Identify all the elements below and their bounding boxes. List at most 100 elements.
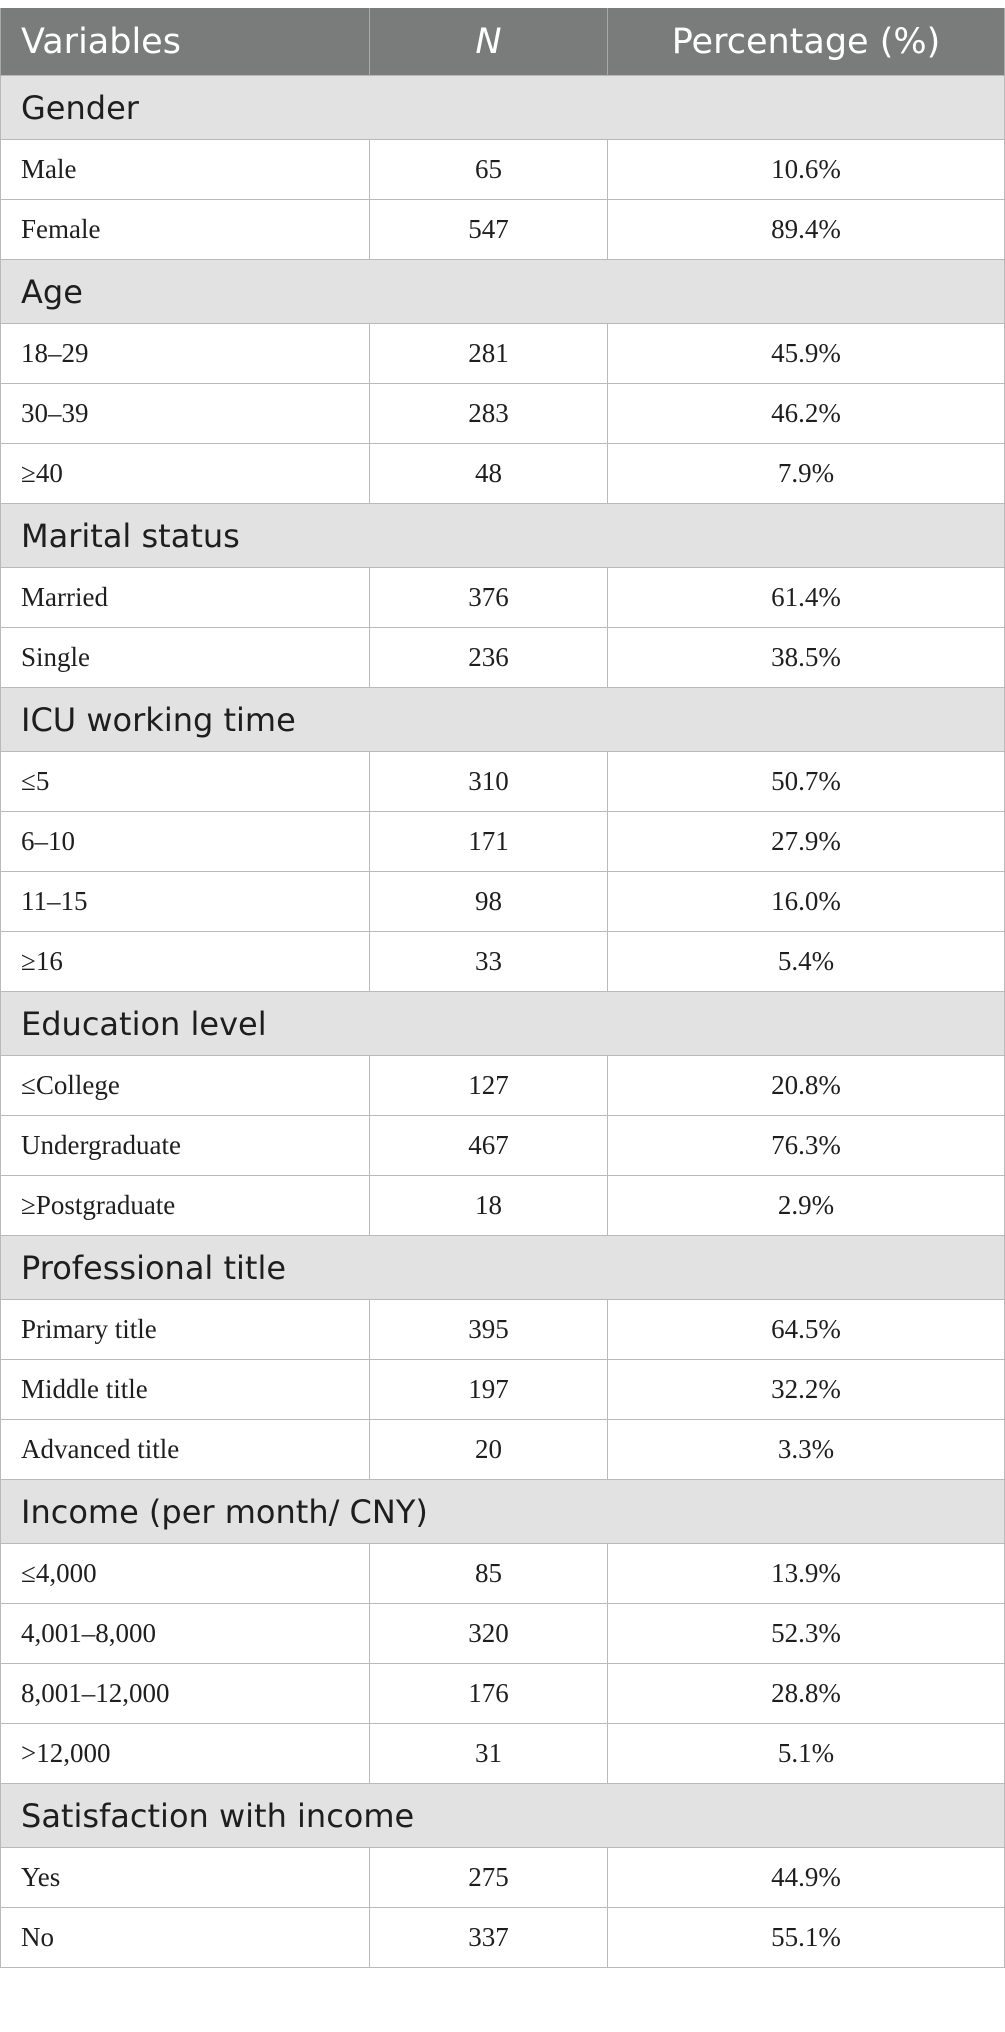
- row-label: Female: [0, 199, 370, 260]
- table-row: 18–29 281 45.9%: [0, 323, 1005, 384]
- row-label: 6–10: [0, 811, 370, 872]
- row-n: 236: [369, 627, 608, 688]
- row-percentage: 10.6%: [607, 139, 1005, 200]
- row-n: 176: [369, 1663, 608, 1724]
- row-label: 4,001–8,000: [0, 1603, 370, 1664]
- row-percentage: 3.3%: [607, 1419, 1005, 1480]
- row-percentage: 32.2%: [607, 1359, 1005, 1420]
- row-label: ≤College: [0, 1055, 370, 1116]
- row-label: Advanced title: [0, 1419, 370, 1480]
- row-percentage: 5.1%: [607, 1723, 1005, 1784]
- row-percentage: 44.9%: [607, 1847, 1005, 1908]
- row-percentage: 20.8%: [607, 1055, 1005, 1116]
- header-row: Variables N Percentage (%): [0, 8, 1005, 76]
- table-row: ≥Postgraduate 18 2.9%: [0, 1175, 1005, 1236]
- row-percentage: 2.9%: [607, 1175, 1005, 1236]
- section-title: Income (per month/ CNY): [0, 1479, 1005, 1544]
- table-row: Undergraduate 467 76.3%: [0, 1115, 1005, 1176]
- table-row: ≤College 127 20.8%: [0, 1055, 1005, 1116]
- section-title: Education level: [0, 991, 1005, 1056]
- demographics-table: Variables N Percentage (%) Gender Male 65 1…: [0, 8, 1005, 1968]
- row-percentage: 64.5%: [607, 1299, 1005, 1360]
- row-n: 310: [369, 751, 608, 812]
- row-label: ≥40: [0, 443, 370, 504]
- row-label: ≥16: [0, 931, 370, 992]
- table-row: Single 236 38.5%: [0, 627, 1005, 688]
- row-n: 18: [369, 1175, 608, 1236]
- row-n: 467: [369, 1115, 608, 1176]
- table-row: >12,000 31 5.1%: [0, 1723, 1005, 1784]
- row-n: 65: [369, 139, 608, 200]
- row-n: 127: [369, 1055, 608, 1116]
- section-row: Professional title: [0, 1235, 1005, 1300]
- row-percentage: 46.2%: [607, 383, 1005, 444]
- row-percentage: 5.4%: [607, 931, 1005, 992]
- row-percentage: 89.4%: [607, 199, 1005, 260]
- section-title: Marital status: [0, 503, 1005, 568]
- row-label: 11–15: [0, 871, 370, 932]
- row-percentage: 61.4%: [607, 567, 1005, 628]
- row-label: ≥Postgraduate: [0, 1175, 370, 1236]
- row-n: 85: [369, 1543, 608, 1604]
- header-percentage: Percentage (%): [607, 8, 1005, 76]
- section-title: Age: [0, 259, 1005, 324]
- section-row: Income (per month/ CNY): [0, 1479, 1005, 1544]
- row-label: Yes: [0, 1847, 370, 1908]
- section-row: Age: [0, 259, 1005, 324]
- table-row: ≤5 310 50.7%: [0, 751, 1005, 812]
- table-row: Advanced title 20 3.3%: [0, 1419, 1005, 1480]
- row-n: 376: [369, 567, 608, 628]
- table-row: ≥40 48 7.9%: [0, 443, 1005, 504]
- table-row: ≥16 33 5.4%: [0, 931, 1005, 992]
- row-percentage: 13.9%: [607, 1543, 1005, 1604]
- section-title: Gender: [0, 75, 1005, 140]
- row-label: ≤4,000: [0, 1543, 370, 1604]
- table-row: No 337 55.1%: [0, 1907, 1005, 1968]
- table-row: Primary title 395 64.5%: [0, 1299, 1005, 1360]
- row-percentage: 28.8%: [607, 1663, 1005, 1724]
- row-label: Single: [0, 627, 370, 688]
- row-label: Primary title: [0, 1299, 370, 1360]
- row-label: 30–39: [0, 383, 370, 444]
- table-row: Female 547 89.4%: [0, 199, 1005, 260]
- row-n: 283: [369, 383, 608, 444]
- row-percentage: 38.5%: [607, 627, 1005, 688]
- row-n: 20: [369, 1419, 608, 1480]
- table-row: Male 65 10.6%: [0, 139, 1005, 200]
- row-label: Middle title: [0, 1359, 370, 1420]
- row-percentage: 27.9%: [607, 811, 1005, 872]
- row-n: 281: [369, 323, 608, 384]
- row-label: Male: [0, 139, 370, 200]
- row-label: No: [0, 1907, 370, 1968]
- row-percentage: 52.3%: [607, 1603, 1005, 1664]
- table-row: 6–10 171 27.9%: [0, 811, 1005, 872]
- table-row: 11–15 98 16.0%: [0, 871, 1005, 932]
- table-row: Married 376 61.4%: [0, 567, 1005, 628]
- row-percentage: 16.0%: [607, 871, 1005, 932]
- section-title: Professional title: [0, 1235, 1005, 1300]
- row-label: 8,001–12,000: [0, 1663, 370, 1724]
- table-row: Middle title 197 32.2%: [0, 1359, 1005, 1420]
- section-title: Satisfaction with income: [0, 1783, 1005, 1848]
- table-row: 4,001–8,000 320 52.3%: [0, 1603, 1005, 1664]
- row-percentage: 50.7%: [607, 751, 1005, 812]
- table-row: 8,001–12,000 176 28.8%: [0, 1663, 1005, 1724]
- row-n: 395: [369, 1299, 608, 1360]
- table-body: Gender Male 65 10.6% Female 547 89.4% Age 18–29 2…: [0, 75, 1005, 1968]
- section-row: ICU working time: [0, 687, 1005, 752]
- section-row: Gender: [0, 75, 1005, 140]
- row-n: 171: [369, 811, 608, 872]
- row-percentage: 55.1%: [607, 1907, 1005, 1968]
- row-label: ≤5: [0, 751, 370, 812]
- row-label: Undergraduate: [0, 1115, 370, 1176]
- table-row: Yes 275 44.9%: [0, 1847, 1005, 1908]
- row-percentage: 45.9%: [607, 323, 1005, 384]
- section-row: Marital status: [0, 503, 1005, 568]
- section-title: ICU working time: [0, 687, 1005, 752]
- row-label: Married: [0, 567, 370, 628]
- header-n: N: [369, 8, 608, 76]
- row-n: 337: [369, 1907, 608, 1968]
- row-label: 18–29: [0, 323, 370, 384]
- row-label: >12,000: [0, 1723, 370, 1784]
- row-n: 320: [369, 1603, 608, 1664]
